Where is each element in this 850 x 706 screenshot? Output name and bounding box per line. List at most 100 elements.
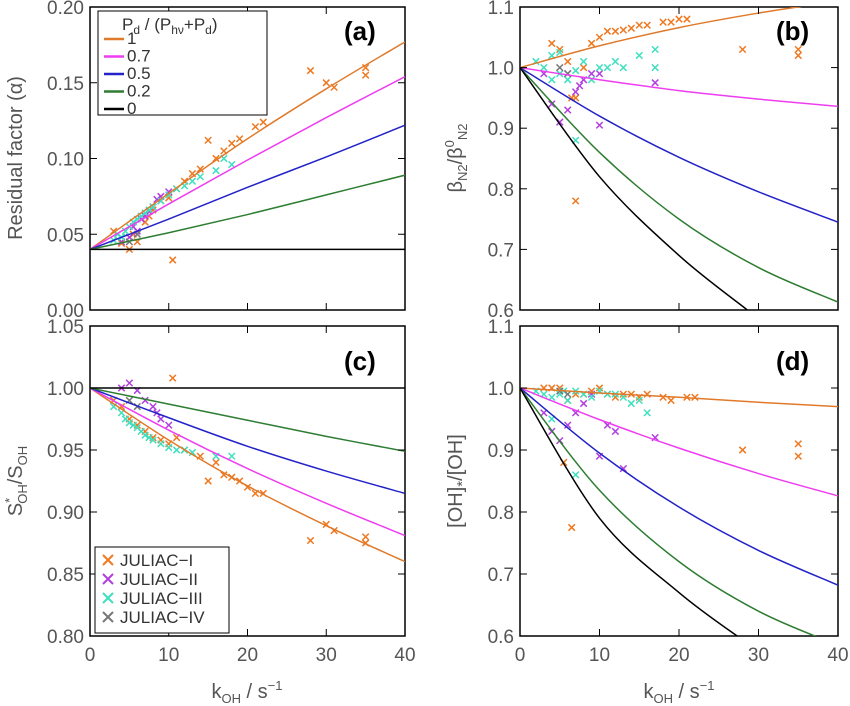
line-pd-0_5-a — [90, 124, 405, 251]
xlabel-right-sub: OH — [654, 691, 674, 706]
ytick-label-b: 0.6 — [488, 301, 514, 322]
point-juliac-i-b — [675, 15, 683, 23]
xlabel-left-unit: / s — [241, 681, 268, 703]
point-juliac-iii-a — [228, 160, 236, 169]
point-juliac-iii-c — [228, 452, 236, 460]
point-juliac-iii-b — [595, 63, 604, 72]
legend-campaign-marker — [102, 554, 114, 566]
line-pd-1-a — [90, 41, 405, 251]
legend-campaign-label: JULIAC−I — [120, 551, 193, 570]
panel-label-a: (a) — [344, 16, 376, 46]
xlabel-left-sup: −1 — [268, 678, 283, 693]
point-juliac-ii-c — [157, 415, 165, 423]
ytick-label-d: 0.9 — [488, 441, 514, 462]
point-juliac-i-b — [548, 39, 556, 48]
point-juliac-i-a — [212, 154, 220, 163]
point-juliac-i-c — [204, 477, 212, 485]
point-juliac-ii-c — [125, 379, 134, 387]
xtick-label-d: 30 — [748, 645, 769, 666]
ytick-label-d: 1.1 — [488, 317, 514, 338]
ylabel-b-sub1: N2 — [455, 164, 470, 181]
ylabel-b-sub2: N2 — [455, 123, 470, 140]
point-juliac-ii-d — [579, 399, 588, 408]
line-pd-1-c — [90, 387, 405, 563]
ytick-label-b: 0.7 — [488, 240, 514, 261]
legend-pd-label: 0.7 — [127, 47, 151, 66]
point-juliac-ii-b — [575, 82, 584, 90]
xtick-label-c: 20 — [237, 645, 258, 666]
point-juliac-i-b — [556, 45, 564, 54]
legend-campaign-marker — [102, 592, 114, 604]
ylabel-d-main: [OH] — [445, 487, 467, 528]
point-juliac-iii-a — [212, 166, 220, 175]
legend-pd-title-c-sub: d — [205, 23, 212, 37]
point-juliac-ii-b — [595, 121, 604, 129]
ytick-label-c: 0.90 — [47, 503, 84, 524]
point-juliac-iii-d — [635, 396, 643, 405]
point-juliac-i-a — [322, 79, 330, 87]
line-pd-0_2-d — [520, 387, 817, 636]
point-juliac-i-a — [259, 118, 267, 126]
point-juliac-i-c — [361, 533, 370, 541]
point-juliac-ii-b — [563, 106, 572, 114]
ylabel-c-mid: /S — [5, 465, 27, 484]
legend-campaigns-box — [94, 546, 230, 634]
point-juliac-iii-b — [548, 75, 556, 84]
line-pd-0-b — [520, 67, 748, 310]
ytick-label-c: 0.95 — [47, 441, 84, 462]
legend-pd-label: 1 — [127, 29, 136, 48]
point-juliac-i-d — [691, 393, 699, 402]
point-juliac-i-a — [204, 136, 212, 145]
legend-pd-title-a-sub: d — [133, 23, 140, 37]
ylabel-d: [OH]*/[OH] — [445, 434, 471, 528]
line-pd-0-d — [520, 387, 739, 636]
ytick-label-a: 0.20 — [47, 0, 84, 19]
point-juliac-i-a — [228, 139, 236, 148]
point-juliac-iii-b — [651, 63, 659, 72]
point-juliac-i-b — [683, 15, 691, 23]
ytick-label-b: 0.8 — [488, 180, 514, 201]
legend-pd-title-b-sub: hν — [171, 23, 184, 37]
ylabel-c-sub2: OH — [15, 446, 30, 466]
point-juliac-iii-c — [172, 446, 181, 454]
panel-b-frame — [519, 6, 839, 311]
line-pd-0_5-b — [520, 66, 838, 223]
panel-c-plot — [90, 374, 405, 563]
xlabel-right-unit: / s — [673, 681, 700, 703]
legend-campaign-marker — [102, 573, 114, 585]
point-juliac-i-b — [603, 27, 612, 35]
panel-d-plot — [520, 384, 838, 636]
point-juliac-i-d — [659, 393, 667, 402]
legend-campaign-label: JULIAC−III — [120, 589, 203, 608]
point-juliac-iii-b — [651, 45, 659, 54]
point-juliac-ii-b — [587, 69, 596, 78]
ytick-label-d: 0.8 — [488, 503, 514, 524]
point-juliac-i-b — [794, 45, 802, 54]
xtick-label-d: 20 — [668, 645, 689, 666]
point-juliac-i-c — [306, 536, 315, 545]
point-juliac-iii-b — [619, 63, 628, 72]
point-juliac-i-b — [635, 21, 643, 29]
xtick-label-d: 40 — [827, 645, 848, 666]
point-juliac-i-b — [667, 18, 675, 26]
legend-pd-title-c: +P — [184, 15, 205, 34]
point-juliac-iii-d — [571, 471, 580, 479]
point-juliac-i-b — [579, 63, 588, 72]
ylabel-c-sub1: OH — [15, 484, 30, 504]
plot-layers: 0.000.050.100.150.200.60.70.80.91.01.10 1… — [47, 0, 849, 666]
point-juliac-iv-d — [563, 390, 572, 398]
point-juliac-iv-b — [556, 63, 564, 72]
point-juliac-iii-d — [587, 393, 596, 402]
ytick-label-b: 1.1 — [488, 0, 514, 19]
legend-campaign-label: JULIAC−IV — [120, 608, 205, 627]
xtick-label-c: 10 — [158, 645, 179, 666]
point-juliac-iii-c — [129, 421, 138, 429]
point-juliac-iii-b — [556, 48, 564, 57]
ytick-label-c: 1.00 — [47, 379, 84, 400]
point-juliac-iii-d — [643, 409, 651, 417]
legend-pd-label: 0.5 — [127, 64, 151, 83]
point-juliac-iii-a — [157, 197, 165, 205]
point-juliac-i-b — [794, 51, 802, 60]
point-juliac-ii-d — [619, 464, 628, 473]
